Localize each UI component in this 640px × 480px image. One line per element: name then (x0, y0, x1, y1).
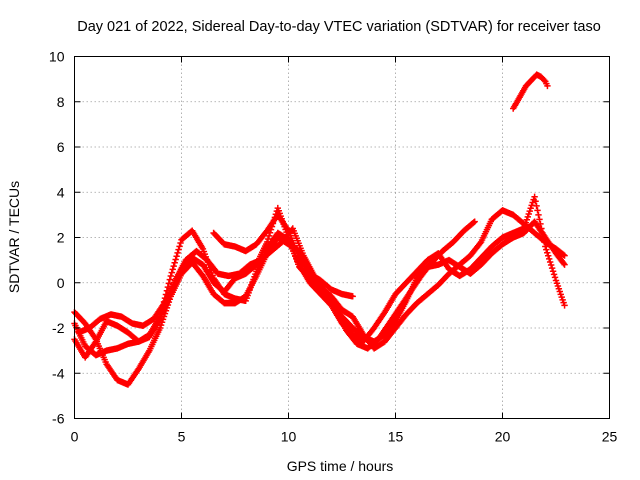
y-tick-label: -4 (52, 365, 65, 381)
data-point (471, 218, 478, 225)
data-point (174, 249, 181, 257)
data-point (549, 268, 557, 275)
x-tick-label: 10 (281, 429, 297, 445)
data-point (544, 249, 551, 256)
y-tick-label: 0 (57, 275, 65, 291)
y-axis-label: SDTVAR / TECUs (6, 181, 22, 293)
data-point (535, 211, 542, 219)
series-track-e (210, 211, 356, 300)
data-point (175, 246, 182, 253)
data-point (561, 252, 568, 259)
data-point (536, 216, 543, 223)
data-point (543, 246, 550, 253)
data-point (169, 266, 176, 273)
x-tick-label: 15 (388, 429, 404, 445)
data-point (561, 261, 568, 268)
data-point (550, 271, 558, 278)
y-tick-label: 2 (57, 230, 65, 246)
data-point (546, 258, 554, 266)
x-tick-label: 20 (495, 429, 511, 445)
data-point (560, 260, 567, 267)
data-point (476, 240, 484, 247)
data-point (165, 280, 173, 287)
data-point (167, 272, 174, 280)
x-tick-label: 5 (178, 429, 186, 445)
data-point (541, 77, 548, 84)
data-point (166, 276, 174, 283)
data-points (71, 71, 568, 388)
data-point (533, 202, 540, 210)
y-tick-label: 4 (57, 184, 65, 200)
y-tick-label: -2 (52, 320, 65, 336)
data-point (173, 253, 180, 260)
data-point (534, 207, 541, 214)
data-point (170, 262, 177, 270)
data-point (177, 239, 184, 247)
series-track-f (510, 71, 551, 112)
data-point (470, 219, 477, 226)
data-point (560, 251, 567, 259)
data-point (545, 252, 552, 260)
series-track-d (75, 218, 478, 352)
data-point (171, 259, 178, 266)
data-point (172, 256, 179, 263)
data-point (168, 269, 175, 276)
data-point (531, 193, 538, 200)
data-point (547, 261, 555, 269)
x-tick-label: 25 (602, 429, 618, 445)
y-tick-label: 6 (57, 139, 65, 155)
y-tick-label: -6 (52, 411, 65, 427)
data-point (263, 238, 271, 246)
y-tick-label: 8 (57, 94, 65, 110)
data-point (551, 274, 559, 281)
data-point (544, 82, 551, 90)
data-point (349, 293, 356, 300)
data-point (545, 255, 553, 263)
data-point (264, 235, 272, 243)
data-point (561, 302, 568, 309)
axis-ticks: 0 5 10 15 20 25 -6 -4 -2 0 2 4 6 8 10 (49, 49, 618, 445)
data-point (548, 264, 556, 272)
x-tick-label: 0 (71, 429, 79, 445)
y-tick-label: 10 (49, 49, 65, 65)
data-point (265, 232, 273, 240)
x-axis-label: GPS time / hours (287, 458, 394, 474)
data-point (176, 243, 183, 250)
data-point (532, 198, 539, 205)
grid-lines (74, 56, 610, 419)
chart-title: Day 021 of 2022, Sidereal Day-to-day VTE… (77, 19, 601, 35)
